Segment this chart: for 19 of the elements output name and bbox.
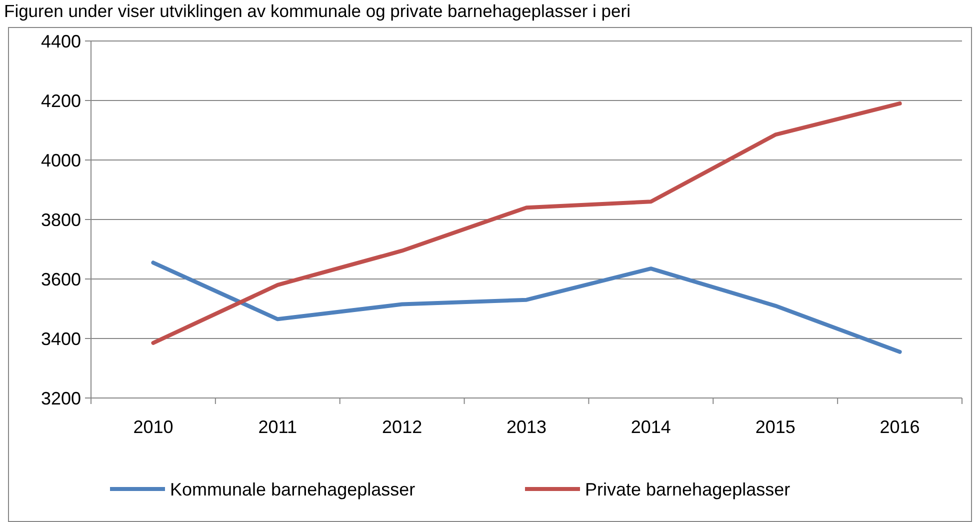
x-tick-label: 2010 (133, 417, 174, 437)
legend-label: Private barnehageplasser (585, 479, 790, 500)
x-tick-label: 2015 (755, 417, 796, 437)
y-tick-label: 4200 (40, 90, 81, 111)
x-tick-label: 2016 (880, 417, 920, 437)
x-tick-label: 2013 (506, 417, 547, 437)
x-tick-label: 2011 (258, 417, 297, 437)
x-tick-label: 2012 (382, 417, 422, 437)
line-series (151, 260, 902, 354)
y-tick-label: 3600 (40, 269, 81, 290)
y-tick-label: 4400 (40, 31, 81, 52)
chart-title: Figuren under viser utviklingen av kommunale og private barnehageplasser i peri (4, 1, 630, 21)
line-series (151, 101, 902, 345)
y-tick-label: 4000 (40, 150, 81, 170)
y-tick-label: 3800 (40, 210, 81, 230)
y-tick-label: 3400 (40, 328, 81, 349)
y-tick-label: 3200 (40, 388, 81, 408)
legend-label: Kommunale barnehageplasser (170, 479, 416, 500)
x-tick-label: 2014 (630, 417, 671, 437)
